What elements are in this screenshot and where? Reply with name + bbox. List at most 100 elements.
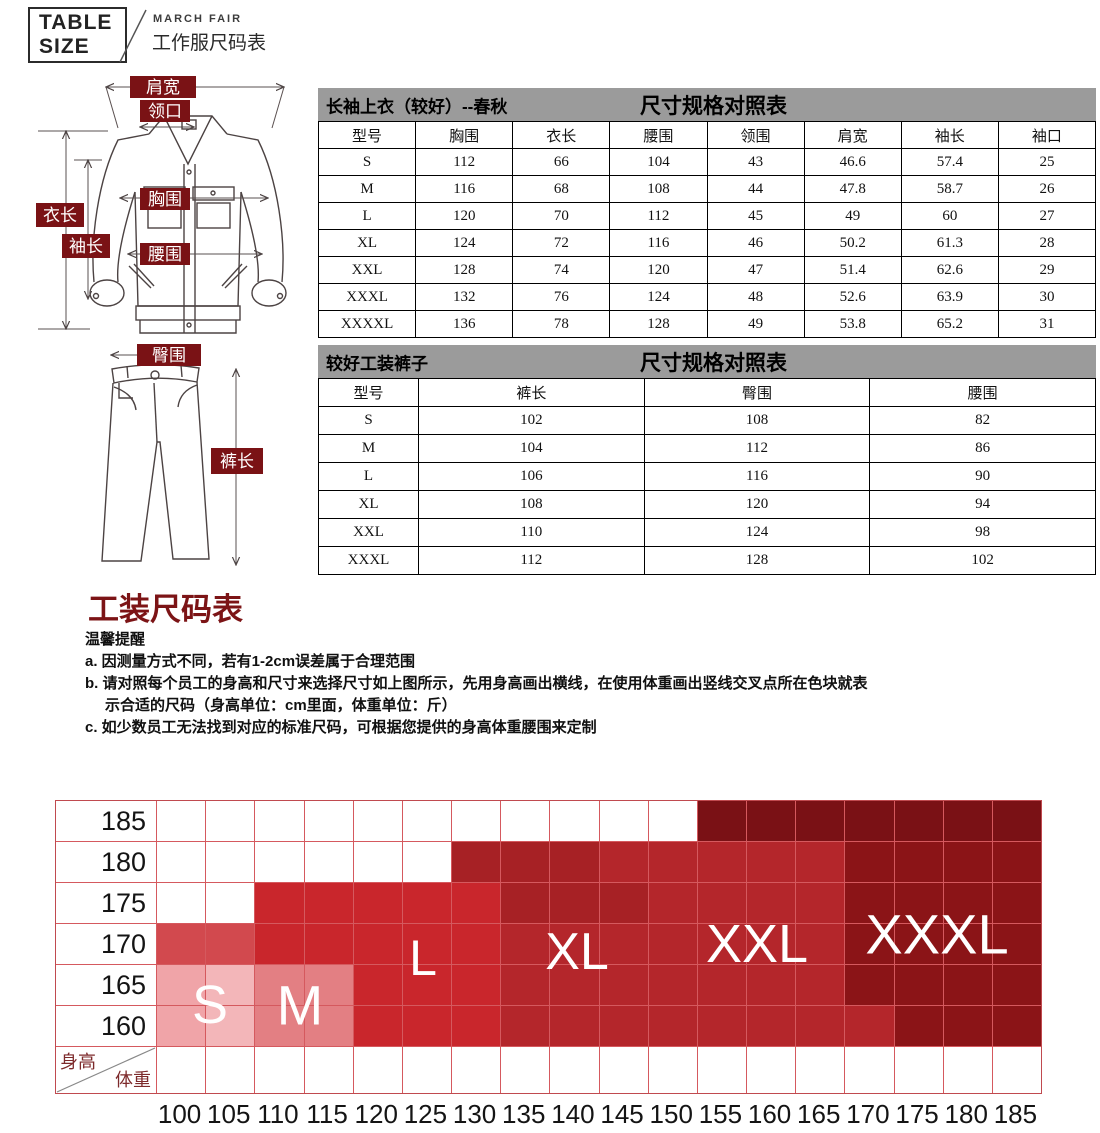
chart-cell xyxy=(206,842,255,882)
table-row: XXXL 112 128 102 xyxy=(318,546,1096,575)
table-cell: L xyxy=(318,462,419,491)
table-cell: 58.7 xyxy=(900,175,999,203)
table-cell: XL xyxy=(318,490,419,519)
chart-cell xyxy=(796,965,845,1005)
table-cell: 49 xyxy=(803,202,902,230)
jacket-measurement-diagram: 肩宽 领口 衣长 袖长 胸围 腰围 xyxy=(36,76,287,334)
table-row: M 104 112 86 xyxy=(318,434,1096,463)
column-header: 领围 xyxy=(706,121,805,149)
chart-cell-empty xyxy=(452,1047,501,1093)
table-cell: 116 xyxy=(643,462,871,491)
chart-cell xyxy=(452,842,501,882)
chart-cell xyxy=(747,883,796,923)
table-cell: 60 xyxy=(900,202,999,230)
chart-cell-empty xyxy=(304,1047,353,1093)
chart-cell xyxy=(992,801,1041,841)
chart-cell xyxy=(402,924,451,964)
chest-label: 胸围 xyxy=(148,190,182,209)
table-cell: XXL xyxy=(318,518,419,547)
column-header: 衣长 xyxy=(512,121,611,149)
x-tick-label: 170 xyxy=(846,1099,890,1129)
chart-cell-empty xyxy=(353,1047,402,1093)
chart-cell xyxy=(353,924,402,964)
chart-cell xyxy=(353,1006,402,1046)
chart-cell-empty xyxy=(992,1047,1041,1093)
chart-cell xyxy=(648,801,697,841)
table-cell: 120 xyxy=(643,490,871,519)
y-tick-label: 170 xyxy=(56,924,156,964)
x-tick-label: 135 xyxy=(502,1099,546,1129)
chart-cell xyxy=(304,924,353,964)
chart-cell xyxy=(255,883,304,923)
chart-cell xyxy=(648,1006,697,1046)
chart-cell xyxy=(353,801,402,841)
table-cell: S xyxy=(318,406,419,435)
table-cell: S xyxy=(317,148,417,176)
logo-table-size: TABLE SIZE xyxy=(28,7,127,63)
table-cell: 44 xyxy=(706,175,805,203)
column-header: 袖口 xyxy=(997,121,1097,149)
x-tick-label: 115 xyxy=(306,1099,348,1129)
axis-corner-cell: 身高 体重 xyxy=(56,1047,156,1093)
pants-table-header-bar: 较好工装裤子 尺寸规格对照表 xyxy=(318,345,1096,378)
section-title: 工装尺码表 xyxy=(88,592,243,627)
chart-cell xyxy=(894,842,943,882)
x-tick-label: 105 xyxy=(207,1099,251,1129)
chart-cell xyxy=(206,965,255,1005)
chart-cell xyxy=(943,1006,992,1046)
table-row: XXXL 132 76 124 48 52.6 63.9 30 xyxy=(317,283,1097,311)
chart-cell-empty xyxy=(648,1047,697,1093)
chart-cell xyxy=(452,924,501,964)
table-cell: 112 xyxy=(418,546,645,575)
chart-cell xyxy=(402,801,451,841)
table-cell: 112 xyxy=(643,434,871,463)
chart-cell xyxy=(992,965,1041,1005)
chart-cell-empty xyxy=(599,1047,648,1093)
table-cell: 124 xyxy=(609,283,708,311)
table-cell: 68 xyxy=(512,175,611,203)
chart-cell xyxy=(157,1006,206,1046)
chart-cell xyxy=(697,883,746,923)
chart-cell xyxy=(599,965,648,1005)
column-header: 胸围 xyxy=(415,121,514,149)
table-cell: 120 xyxy=(415,202,514,230)
chart-cell-empty xyxy=(697,1047,746,1093)
x-axis-title: 体重 xyxy=(115,1070,151,1090)
table-cell: 124 xyxy=(415,229,514,257)
table-cell: 108 xyxy=(418,490,645,519)
chart-cell xyxy=(157,801,206,841)
chart-cell xyxy=(599,1006,648,1046)
table-cell: 45 xyxy=(706,202,805,230)
chart-cell xyxy=(697,801,746,841)
pants-measurement-diagram: 臀围 裤长 xyxy=(101,344,263,588)
table-cell: L xyxy=(317,202,417,230)
chart-cell-empty xyxy=(157,1047,206,1093)
size-selection-chart: 185 180 175 170 165 160 身高 体重 100 105 110 115 120 12… xyxy=(55,800,1042,1133)
table-cell: 112 xyxy=(609,202,708,230)
chart-cell xyxy=(648,883,697,923)
chart-cell xyxy=(206,883,255,923)
chart-cell xyxy=(599,924,648,964)
chart-cell xyxy=(452,965,501,1005)
chart-cell xyxy=(402,842,451,882)
x-tick-label: 125 xyxy=(403,1099,448,1129)
table-cell: 63.9 xyxy=(900,283,999,311)
notes-title: 温馨提醒 xyxy=(85,631,146,648)
table-cell: 76 xyxy=(512,283,611,311)
chart-cell xyxy=(157,965,206,1005)
table-cell: 70 xyxy=(512,202,611,230)
chart-cell xyxy=(845,883,894,923)
column-header: 袖长 xyxy=(900,121,999,149)
column-header: 腰围 xyxy=(869,378,1096,407)
chart-cell xyxy=(747,924,796,964)
table-cell: 26 xyxy=(997,175,1097,203)
table-cell: 82 xyxy=(869,406,1096,435)
table-cell: 46.6 xyxy=(803,148,902,176)
table-row: S 112 66 104 43 46.6 57.4 25 xyxy=(317,148,1097,176)
table-row: XL 108 120 94 xyxy=(318,490,1096,519)
chart-cell xyxy=(304,801,353,841)
chart-cell xyxy=(304,842,353,882)
table-cell: 136 xyxy=(415,310,514,338)
table-row: XXL 110 124 98 xyxy=(318,518,1096,547)
chart-cell xyxy=(894,965,943,1005)
